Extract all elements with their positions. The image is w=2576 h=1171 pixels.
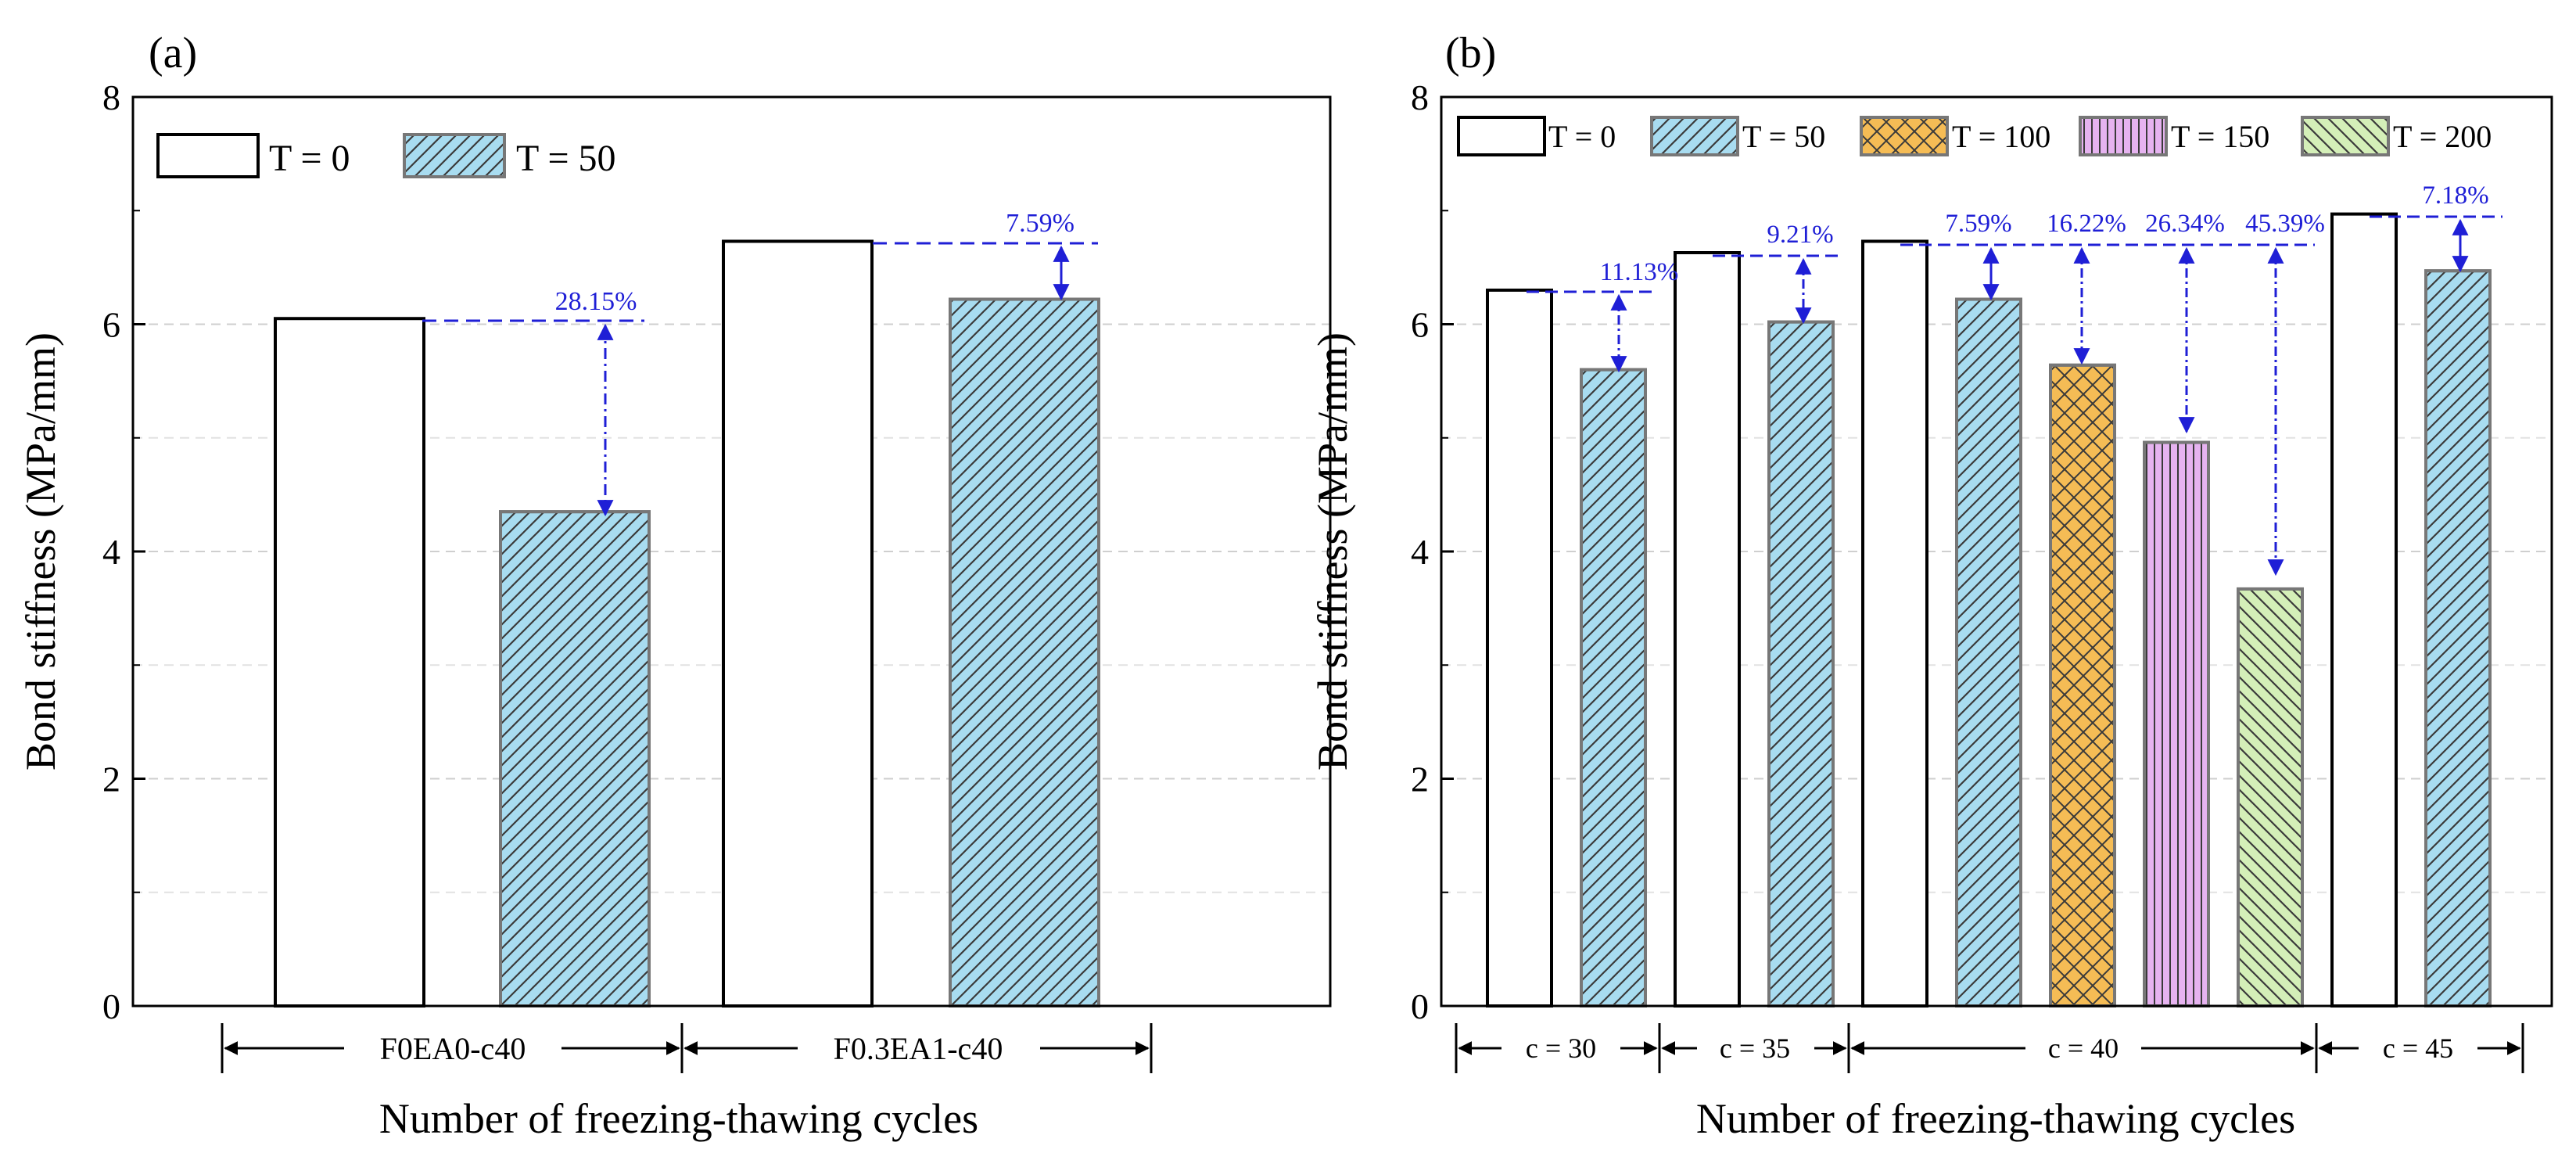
legend-label-a-t50: T = 50 — [516, 138, 616, 179]
y-axis-b: 0 2 4 6 8 — [1411, 77, 1454, 1026]
legend-a: T = 0 T = 50 — [156, 133, 616, 179]
pct-label-b2: 9.21% — [1767, 221, 1833, 249]
panel-label-b: (b) — [1445, 29, 1496, 77]
legend-swatch-b-t0 — [1457, 116, 1546, 156]
legend-swatch-b-t50-pattern — [1650, 116, 1739, 156]
legend-label-b-t100: T = 100 — [1952, 119, 2050, 154]
x-axis-label-b: Number of freezing-thawing cycles — [1696, 1095, 2295, 1142]
bar-b-10 — [2330, 212, 2398, 1008]
legend-label-b-t200: T = 200 — [2393, 119, 2492, 154]
annotations-a: 28.15% 7.59% — [422, 209, 1098, 517]
pct-label-a2: 7.59% — [1006, 209, 1075, 238]
bar-b-9-pattern — [2237, 587, 2304, 1008]
bar-a-2-t50-pattern — [949, 297, 1100, 1008]
legend-label-a-t0: T = 0 — [269, 138, 350, 179]
group-label-b1: c = 30 — [1526, 1033, 1596, 1064]
group-label-b3: c = 40 — [2048, 1033, 2119, 1064]
pct-label-b7: 7.18% — [2422, 181, 2488, 210]
y-tick-label: 0 — [1411, 986, 1429, 1026]
y-tick-label: 6 — [1411, 305, 1429, 345]
y-tick-label: 2 — [1411, 760, 1429, 799]
panel-label-a: (a) — [149, 29, 197, 77]
legend-swatch-b-t100-pattern — [1860, 116, 1949, 156]
bar-b-7-pattern — [2049, 363, 2116, 1008]
bar-b-2-pattern — [1580, 368, 1647, 1008]
bar-a-2-t0 — [722, 239, 874, 1008]
bar-b-1 — [1486, 288, 1553, 1008]
panel-b: (b) 11.13% 9.21% 7.59% 16.22% 26.34% 45.… — [1309, 29, 2553, 1142]
legend-swatch-b-t150-pattern — [2079, 116, 2168, 156]
legend-swatch-b-t200-pattern — [2301, 116, 2390, 156]
group-label-a2: F0.3EA1-c40 — [834, 1031, 1003, 1066]
bars-b — [1486, 212, 2492, 1008]
bar-b-11-pattern — [2424, 269, 2492, 1008]
y-tick-label: 8 — [1411, 77, 1429, 117]
y-tick-label: 4 — [1411, 532, 1429, 572]
group-label-b4: c = 45 — [2383, 1033, 2453, 1064]
group-label-b2: c = 35 — [1720, 1033, 1790, 1064]
legend-swatch-a-t50-pattern — [403, 133, 506, 178]
legend-label-b-t0: T = 0 — [1548, 119, 1616, 154]
y-axis-a: 0 2 4 6 8 — [102, 77, 145, 1026]
bar-b-4-pattern — [1767, 320, 1835, 1008]
group-brackets-a: F0EA0-c40 F0.3EA1-c40 — [221, 1023, 1153, 1073]
pct-label-b1: 11.13% — [1600, 258, 1679, 286]
y-axis-label-a: Bond stiffness (MPa/mm) — [17, 332, 64, 770]
group-label-a1: F0EA0-c40 — [380, 1031, 526, 1066]
bar-a-1-t0 — [274, 317, 425, 1008]
x-axis-label-a: Number of freezing-thawing cycles — [379, 1095, 978, 1142]
legend-label-b-t50: T = 50 — [1742, 119, 1825, 154]
y-tick-label: 0 — [102, 986, 120, 1026]
bar-b-6-pattern — [1955, 297, 2022, 1008]
legend-label-b-t150: T = 150 — [2171, 119, 2269, 154]
y-tick-label: 8 — [102, 77, 120, 117]
y-axis-label-b: Bond stiffness (MPa/mm) — [1309, 332, 1356, 770]
legend-swatch-a-t0 — [156, 133, 260, 178]
legend-b: T = 0 T = 50 T = 100 T = 150 T = 200 — [1457, 116, 2492, 156]
pct-label-b6: 45.39% — [2245, 210, 2325, 238]
pct-label-b4: 16.22% — [2047, 210, 2126, 238]
y-tick-label: 6 — [102, 305, 120, 345]
panel-a: (a) 28.15% 7.59% 0 2 4 6 8 Bond stiffness (M… — [17, 29, 1332, 1142]
y-tick-label: 2 — [102, 760, 120, 799]
pct-label-b3: 7.59% — [1945, 210, 2011, 238]
bar-b-8-pattern — [2143, 440, 2210, 1008]
y-tick-label: 4 — [102, 532, 120, 572]
annotations-b: 11.13% 9.21% 7.59% 16.22% 26.34% 45.39% … — [1527, 181, 2502, 577]
bar-a-1-t50-pattern — [499, 510, 651, 1008]
pct-label-b5: 26.34% — [2145, 210, 2225, 238]
bars-a — [274, 239, 1100, 1008]
pct-label-a1: 28.15% — [555, 287, 637, 316]
group-brackets-b: c = 30 c = 35 c = 40 c = 45 — [1455, 1023, 2524, 1073]
bar-b-5 — [1861, 239, 1928, 1008]
bar-b-3 — [1674, 250, 1741, 1008]
